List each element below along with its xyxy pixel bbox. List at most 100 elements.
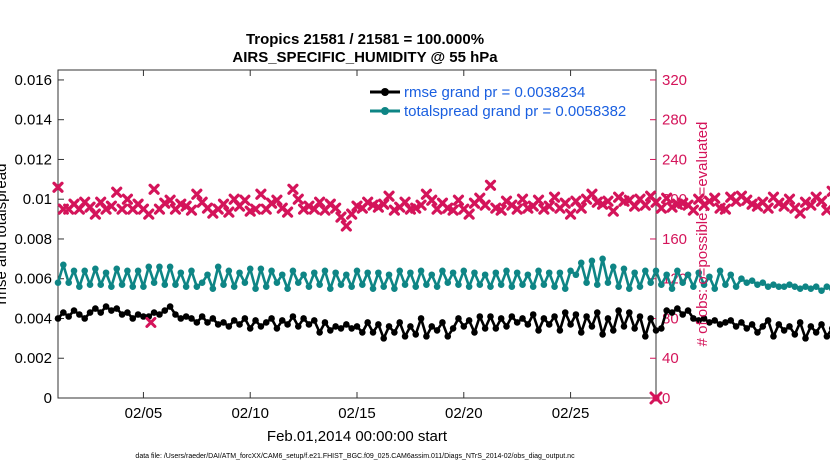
rmse-point: [359, 329, 366, 336]
obs-count-point: [185, 204, 198, 216]
totalspread-point: [807, 285, 815, 292]
rmse-point: [289, 313, 297, 320]
rmse-point: [150, 309, 158, 316]
rmse-point: [695, 317, 703, 324]
obs-count-point: [479, 199, 491, 211]
rmse-point: [609, 327, 617, 334]
totalspread-point: [332, 269, 339, 277]
totalspread-point: [561, 285, 569, 292]
rmse-point: [118, 311, 126, 318]
rmse-point: [70, 307, 78, 314]
totalspread-point: [647, 279, 654, 287]
totalspread-point: [513, 269, 521, 277]
rmse-point: [583, 313, 590, 320]
rmse-point: [620, 323, 628, 330]
rmse-point: [551, 313, 558, 320]
rmse-point: [535, 327, 542, 334]
y-right-tick-label: 40: [662, 350, 679, 367]
rmse-point: [812, 329, 820, 336]
rmse-point: [375, 321, 382, 328]
totalspread-point: [615, 283, 622, 290]
totalspread-point: [81, 267, 88, 275]
rmse-point: [716, 321, 724, 328]
totalspread-point: [481, 271, 489, 279]
rmse-point: [631, 325, 638, 332]
rmse-point: [391, 329, 398, 336]
x-axis-label: Feb.01,2014 00:00:00 start: [267, 428, 448, 445]
rmse-point: [593, 309, 601, 316]
totalspread-point: [700, 281, 708, 288]
totalspread-point: [636, 283, 644, 290]
rmse-point: [241, 315, 249, 322]
totalspread-point: [343, 271, 350, 279]
rmse-point: [572, 311, 580, 318]
rmse-point: [204, 319, 211, 326]
rmse-point: [236, 321, 243, 328]
y-left-tick-label: 0: [44, 390, 52, 407]
rmse-point: [663, 307, 670, 314]
rmse-series: [54, 303, 830, 342]
obs-count-point: [346, 208, 358, 220]
rmse-point: [230, 317, 238, 324]
rmse-point: [113, 305, 121, 312]
obs-count-point: [815, 195, 828, 207]
legend-spread-label: totalspread grand pr = 0.0058382: [404, 103, 626, 120]
totalspread-point: [230, 283, 238, 290]
rmse-point: [802, 335, 809, 342]
rmse-point: [818, 321, 825, 328]
rmse-point: [588, 323, 596, 330]
obs-count-point: [415, 199, 427, 211]
x-tick-label: 02/25: [552, 405, 590, 422]
y-right-tick-label: 280: [662, 112, 687, 129]
totalspread-point: [684, 271, 692, 279]
totalspread-point: [214, 263, 222, 271]
totalspread-point: [812, 283, 820, 290]
rmse-point: [401, 333, 409, 340]
totalspread-point: [209, 285, 217, 292]
y-left-tick-label: 0.01: [23, 191, 52, 208]
rmse-point: [161, 307, 169, 314]
totalspread-point: [791, 283, 799, 290]
rmse-point: [316, 329, 323, 336]
rmse-point: [444, 333, 452, 340]
obs-count-point: [575, 202, 587, 214]
obs-count-point: [805, 199, 817, 211]
obs-count-point: [703, 195, 715, 207]
obs-count-point: [105, 200, 117, 212]
totalspread-point: [786, 281, 793, 288]
obs-count-point: [378, 198, 390, 210]
rmse-point: [76, 311, 83, 318]
rmse-point: [129, 315, 137, 322]
totalspread-point: [225, 267, 233, 275]
obs-count-point: [719, 203, 732, 215]
rmse-point: [540, 315, 548, 322]
obs-count-point: [666, 201, 678, 213]
rmse-point: [497, 315, 505, 322]
rmse-point: [647, 315, 654, 322]
obs-count-point: [639, 199, 651, 211]
obs-count-point: [223, 206, 235, 218]
rmse-point: [193, 319, 201, 326]
obs-count-point: [314, 196, 326, 208]
totalspread-point: [262, 283, 270, 290]
totalspread-point: [375, 269, 382, 277]
x-tick-label: 02/10: [231, 405, 269, 422]
rmse-point: [369, 329, 377, 336]
rmse-point: [636, 313, 644, 320]
y-axis-right-label: # of obs: o=possible; ×=evaluated: [694, 122, 711, 347]
rmse-point: [134, 311, 142, 318]
rmse-point: [642, 333, 649, 340]
totalspread-point: [551, 283, 558, 290]
totalspread-point: [327, 285, 334, 292]
totalspread-point: [604, 279, 612, 287]
rmse-point: [604, 315, 612, 322]
rmse-point: [220, 319, 227, 326]
rmse-point: [738, 319, 745, 326]
rmse-point: [807, 323, 815, 330]
rmse-point: [823, 333, 830, 340]
y-left-tick-label: 0.006: [14, 271, 52, 288]
totalspread-point: [337, 281, 345, 288]
rmse-point: [567, 321, 574, 328]
totalspread-point: [626, 285, 633, 292]
